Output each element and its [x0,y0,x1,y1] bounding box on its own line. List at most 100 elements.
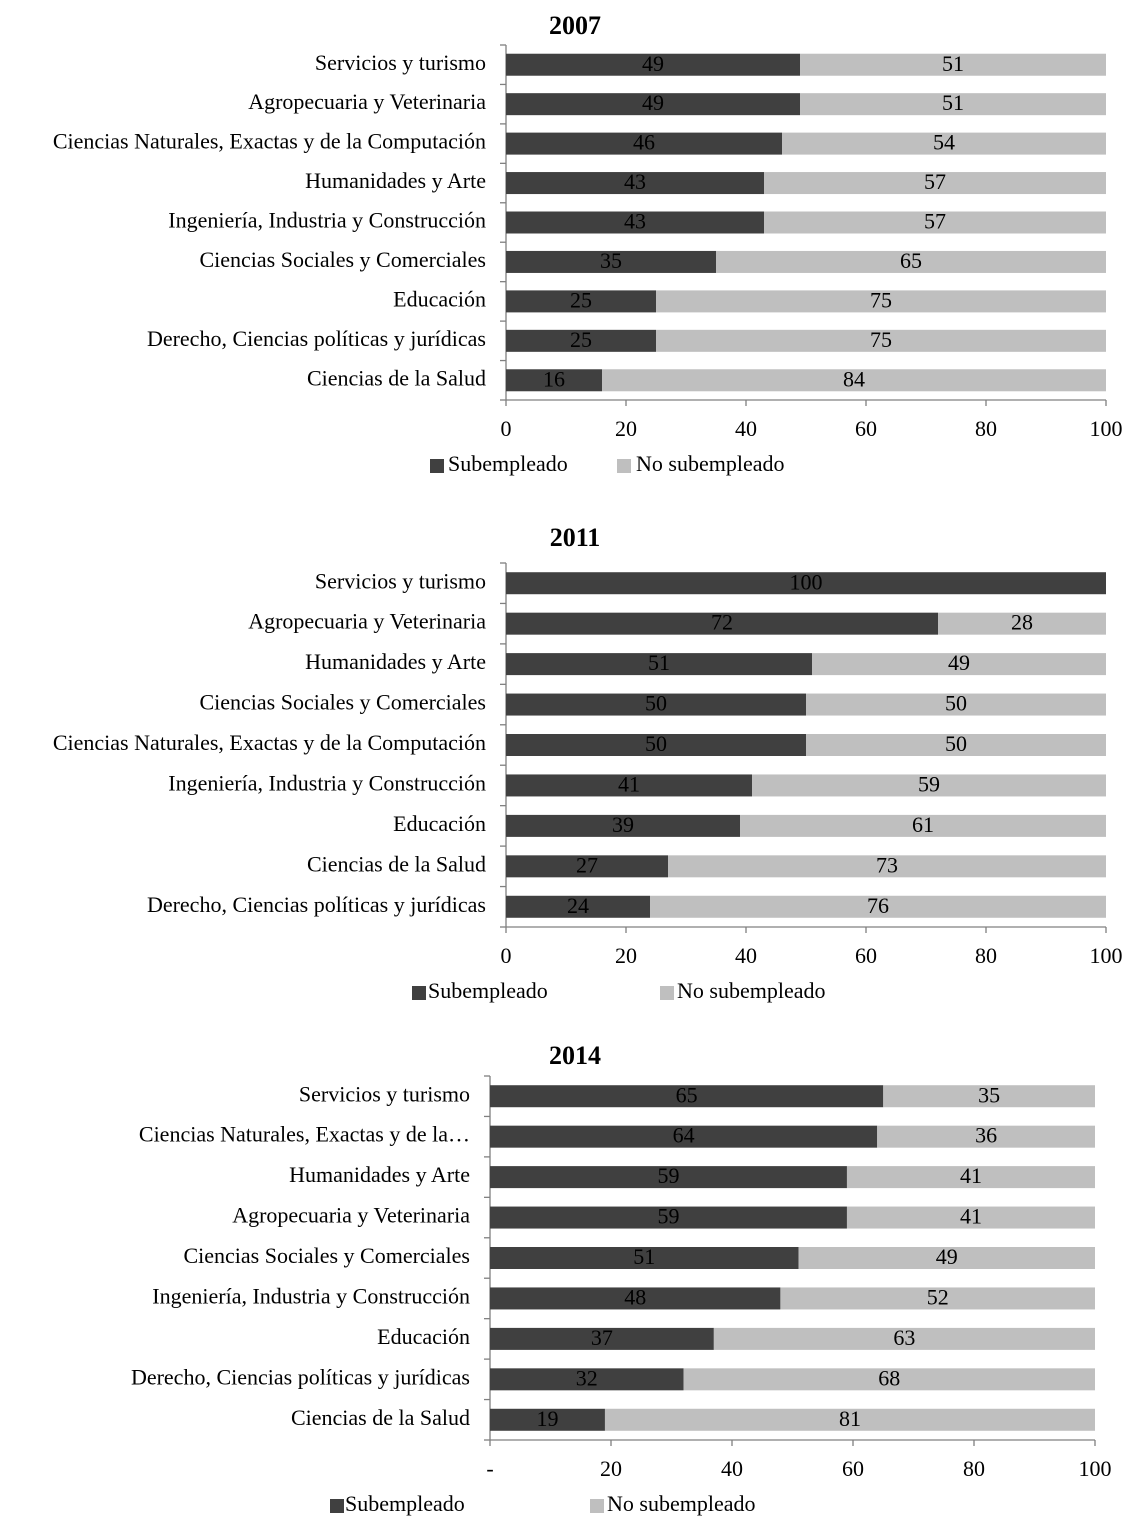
x-tick-label: 80 [963,1456,985,1481]
x-tick-label: 20 [615,416,637,441]
bar-segment [490,1408,605,1431]
data-label: 59 [657,1163,679,1188]
data-label: 57 [924,209,946,234]
bar-segment [506,132,782,155]
data-label: 59 [918,771,940,796]
data-label: 73 [876,852,898,877]
data-label: 64 [673,1123,695,1148]
x-tick-label: 40 [735,416,757,441]
bar-segment [764,172,1106,195]
x-tick-label: 0 [501,416,512,441]
data-label: 25 [570,327,592,352]
bar-segment [740,814,1106,837]
data-label: 24 [567,893,589,918]
bar-segment [764,211,1106,234]
data-label: 35 [600,248,622,273]
bar-segment [602,369,1106,392]
data-label: 43 [624,209,646,234]
x-tick-label: 60 [855,416,877,441]
category-label: Ciencias Naturales, Exactas y de la Comp… [53,129,486,154]
x-tick-label: 60 [855,943,877,968]
bar-segment [506,172,764,195]
bar-segment [490,1287,781,1310]
category-label: Servicios y turismo [315,568,486,593]
bar-segment [506,693,806,716]
bar-segment [812,653,1106,676]
data-label: 28 [1011,610,1033,635]
x-tick-label: 0 [501,943,512,968]
legend-swatch [660,986,674,1000]
bar-segment [490,1368,684,1391]
data-label: 51 [648,650,670,675]
data-label: 41 [960,1204,982,1229]
legend-swatch [430,459,444,473]
chart-title: 2011 [550,523,601,552]
category-label: Ciencias de la Salud [291,1405,470,1430]
data-label: 54 [933,130,955,155]
data-label: 49 [642,51,664,76]
legend-label: No subempleado [677,978,825,1003]
bar-segment [490,1085,884,1108]
bar-segment [490,1327,714,1350]
category-label: Ciencias de la Salud [307,365,486,390]
legend-label: Subempleado [345,1491,465,1516]
category-label: Ingeniería, Industria y Construcción [152,1283,470,1308]
category-label: Ciencias Naturales, Exactas y de la Comp… [53,730,486,755]
category-label: Humanidades y Arte [289,1162,470,1187]
legend-label: Subempleado [428,978,548,1003]
data-label: 37 [591,1325,613,1350]
bar-segment [506,329,656,352]
category-label: Agropecuaria y Veterinaria [232,1203,470,1228]
legend-label: No subempleado [636,451,784,476]
data-label: 76 [867,893,889,918]
bar-segment [506,895,650,918]
x-tick-label: 80 [975,416,997,441]
category-label: Humanidades y Arte [305,649,486,674]
data-label: 51 [633,1244,655,1269]
data-label: 84 [843,366,865,391]
bar-segment [883,1085,1095,1108]
bar-segment [506,290,656,313]
bar-segment [506,774,752,797]
category-label: Humanidades y Arte [305,168,486,193]
bar-segment [668,855,1106,878]
data-label: 27 [576,852,598,877]
data-label: 25 [570,287,592,312]
category-label: Derecho, Ciencias políticas y jurídicas [131,1364,470,1389]
data-label: 36 [975,1123,997,1148]
data-label: 49 [642,90,664,115]
data-label: 41 [960,1163,982,1188]
bar-segment [604,1408,1095,1431]
data-label: 100 [790,569,823,594]
bar-segment [800,53,1106,76]
data-label: 63 [893,1325,915,1350]
bar-segment [782,132,1106,155]
data-label: 81 [839,1406,861,1431]
data-label: 43 [624,169,646,194]
data-label: 59 [657,1204,679,1229]
legend-swatch [590,1499,604,1513]
bar-segment [506,93,800,116]
x-tick-label: 40 [735,943,757,968]
category-label: Educación [393,286,486,311]
bar-segment [656,290,1106,313]
bar-segment [506,250,716,273]
data-label: 50 [645,731,667,756]
data-label: 61 [912,812,934,837]
category-label: Educación [377,1324,470,1349]
bar-segment [752,774,1106,797]
data-label: 50 [645,691,667,716]
data-label: 19 [536,1406,558,1431]
bar-segment [506,653,812,676]
data-label: 75 [870,327,892,352]
bar-segment [506,211,764,234]
bar-segment [806,693,1106,716]
bar-segment [506,612,938,635]
bar-segment [716,250,1106,273]
category-label: Ciencias Sociales y Comerciales [183,1243,470,1268]
data-label: 65 [676,1082,698,1107]
category-label: Agropecuaria y Veterinaria [248,609,486,634]
data-label: 49 [936,1244,958,1269]
data-label: 48 [624,1284,646,1309]
